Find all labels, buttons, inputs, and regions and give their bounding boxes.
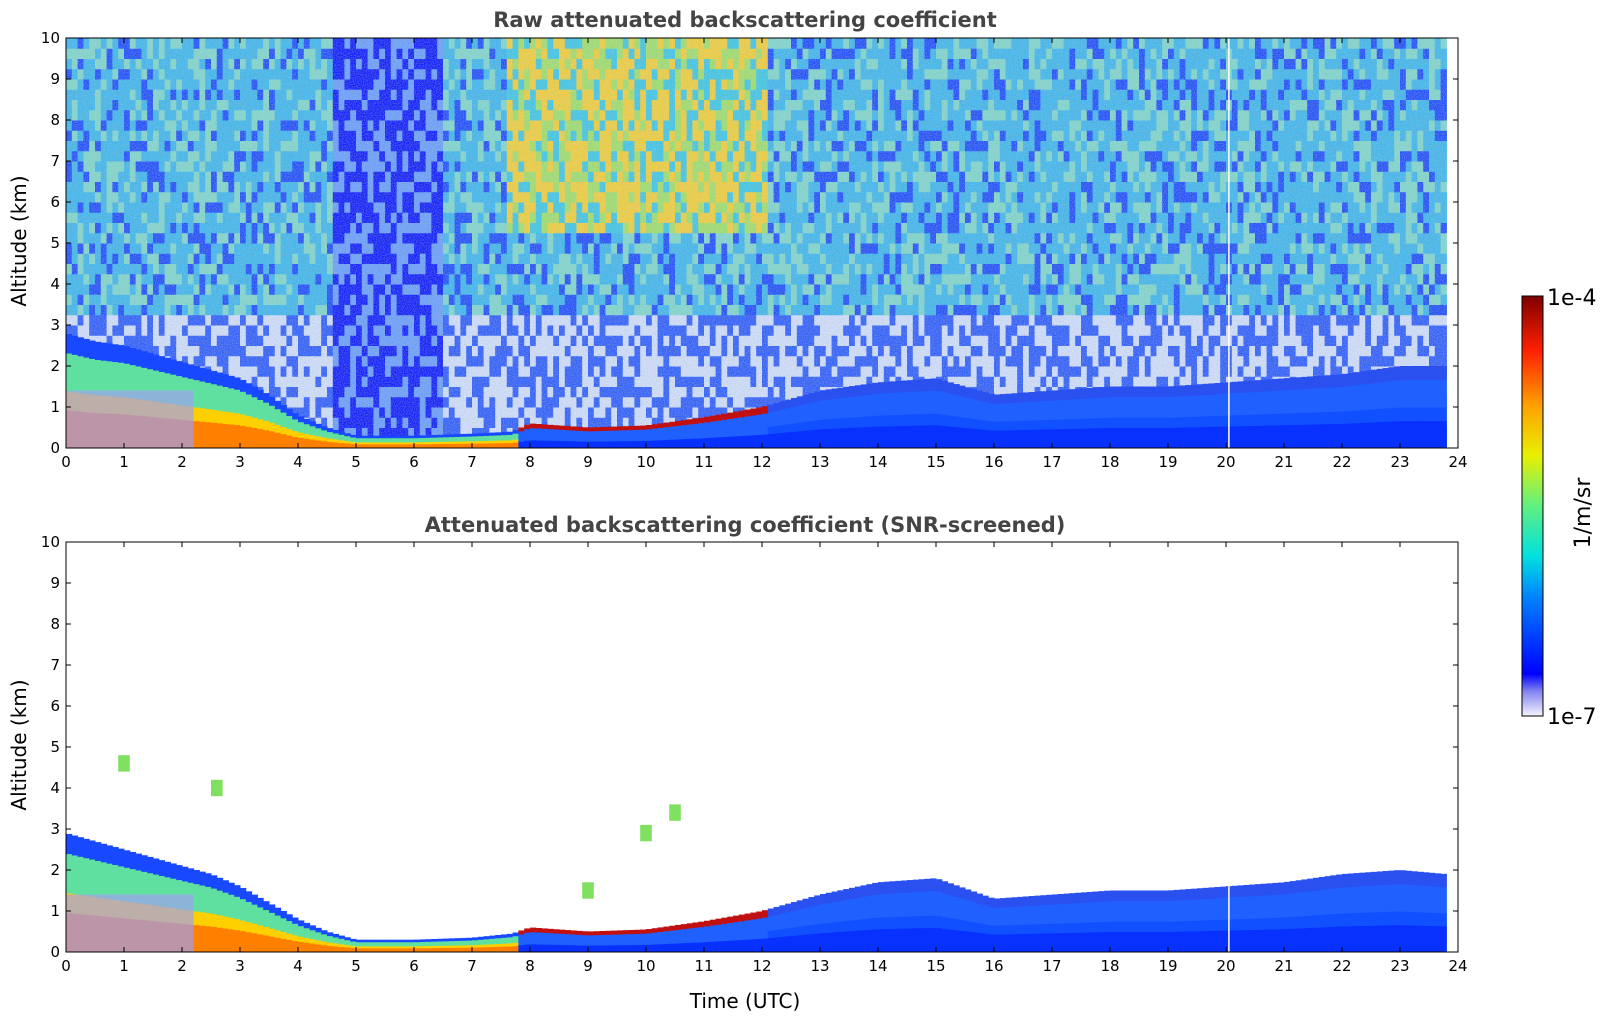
heatmap-raw (66, 38, 1447, 449)
panel-raw: Raw attenuated backscattering coefficien… (7, 8, 1468, 471)
chart-title-raw: Raw attenuated backscattering coefficien… (493, 8, 997, 32)
